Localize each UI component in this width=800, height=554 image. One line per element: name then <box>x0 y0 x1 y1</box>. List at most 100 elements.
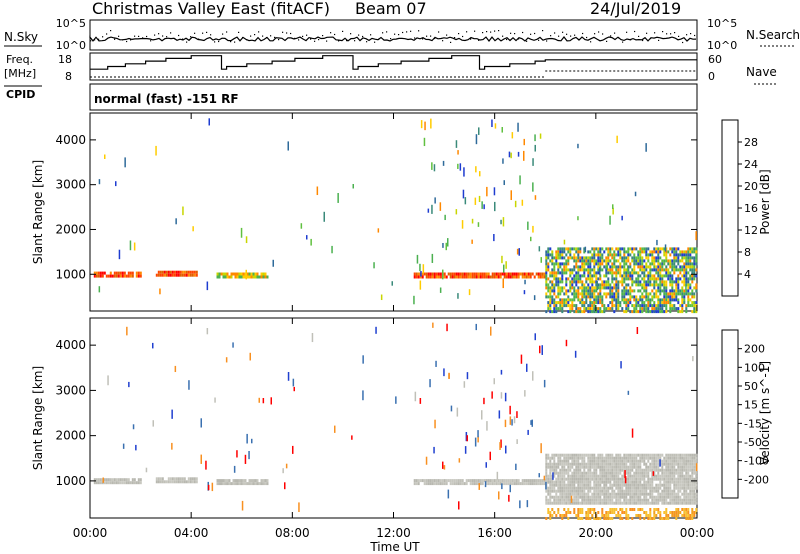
power-echo <box>206 281 209 291</box>
power-cell <box>641 256 644 260</box>
power-cell <box>115 274 118 278</box>
power-cell <box>569 283 572 287</box>
velocity-cell <box>559 480 562 484</box>
power-cell <box>677 289 680 293</box>
power-cell <box>633 256 636 260</box>
power-cell <box>655 268 658 272</box>
velocity-cell <box>577 495 580 499</box>
velocity-cell <box>611 465 614 469</box>
velocity-cell <box>577 459 580 463</box>
nsearch-dot <box>298 39 300 41</box>
power-cell <box>583 295 586 299</box>
power-cell <box>669 292 672 296</box>
power-cell <box>695 286 698 290</box>
velocity-cell <box>607 456 610 460</box>
velocity-cell <box>601 477 604 481</box>
velocity-cell <box>557 511 560 514</box>
power-cell <box>595 280 598 284</box>
power-cell <box>645 304 648 308</box>
power-cell <box>675 247 678 251</box>
velocity-cell <box>673 477 676 481</box>
power-cell <box>559 286 562 290</box>
velocity-cell <box>579 501 582 505</box>
velocity-cell <box>601 474 604 478</box>
power-cell <box>577 268 580 272</box>
power-cell <box>587 271 590 275</box>
power-echo <box>494 123 497 129</box>
power-cell <box>627 298 630 302</box>
velocity-cell <box>685 468 688 472</box>
power-cell <box>621 274 624 278</box>
power-cell <box>517 272 520 276</box>
power-cell <box>693 304 696 308</box>
power-cell <box>583 286 586 290</box>
velocity-cell <box>593 468 596 472</box>
power-cell <box>159 270 162 274</box>
power-cell <box>131 271 134 275</box>
x-tick-label: 04:00 <box>174 526 209 540</box>
velocity-cell <box>671 511 674 514</box>
velocity-cell <box>545 489 548 493</box>
power-cell <box>226 272 229 276</box>
velocity-cell <box>179 477 182 481</box>
velocity-cell <box>675 514 678 517</box>
velocity-cell <box>437 482 440 486</box>
velocity-cell <box>693 511 696 514</box>
nsearch-dot <box>582 32 584 35</box>
nsearch-dot <box>390 38 392 40</box>
power-cell <box>459 272 462 276</box>
velocity-cell <box>479 479 482 483</box>
power-cell <box>639 298 642 302</box>
velocity-cell <box>639 468 642 472</box>
velocity-cell <box>677 477 680 481</box>
velocity-cell <box>575 453 578 457</box>
power-cell <box>685 274 688 278</box>
velocity-cell <box>625 511 628 514</box>
velocity-echo <box>505 445 507 454</box>
power-cell <box>605 274 608 278</box>
nsearch-dot <box>318 39 320 41</box>
power-band-5 <box>545 301 698 314</box>
velocity-cell <box>611 517 614 520</box>
velocity-cell <box>557 486 560 490</box>
velocity-cell <box>561 498 564 502</box>
nsearch-dot <box>618 37 620 39</box>
velocity-cell <box>595 492 598 496</box>
velocity-cell <box>563 495 566 499</box>
power-cell <box>236 275 239 279</box>
velocity-cell <box>189 477 192 481</box>
power-cell <box>109 274 112 278</box>
power-cell <box>551 295 554 299</box>
velocity-cell <box>549 489 552 493</box>
power-cell <box>437 272 440 276</box>
velocity-cell <box>515 479 518 483</box>
velocity-cell <box>605 517 608 520</box>
power-cell <box>615 274 618 278</box>
velocity-cell <box>599 517 602 520</box>
power-cell <box>551 250 554 254</box>
power-cell <box>645 250 648 254</box>
velocity-cell <box>431 482 434 486</box>
velocity-cell <box>677 462 680 466</box>
nsearch-dot <box>434 37 436 40</box>
power-cell <box>659 256 662 260</box>
velocity-cell <box>563 465 566 469</box>
velocity-cell <box>647 453 650 457</box>
velocity-cell <box>549 477 552 481</box>
power-cell <box>655 247 658 251</box>
power-cell <box>641 286 644 290</box>
velocity-cell <box>491 482 494 486</box>
nsearch-dot <box>494 30 496 32</box>
velocity-cell <box>687 517 690 520</box>
power-cell <box>649 304 652 308</box>
velocity-cell <box>635 498 638 502</box>
power-cell <box>683 250 686 254</box>
velocity-cell <box>589 495 592 499</box>
power-cell <box>657 256 660 260</box>
power-cell <box>573 304 576 308</box>
power-cell <box>657 289 660 293</box>
power-cell <box>513 272 516 276</box>
velocity-cell <box>691 465 694 469</box>
power-cell <box>565 253 568 257</box>
power-cell <box>254 275 257 279</box>
